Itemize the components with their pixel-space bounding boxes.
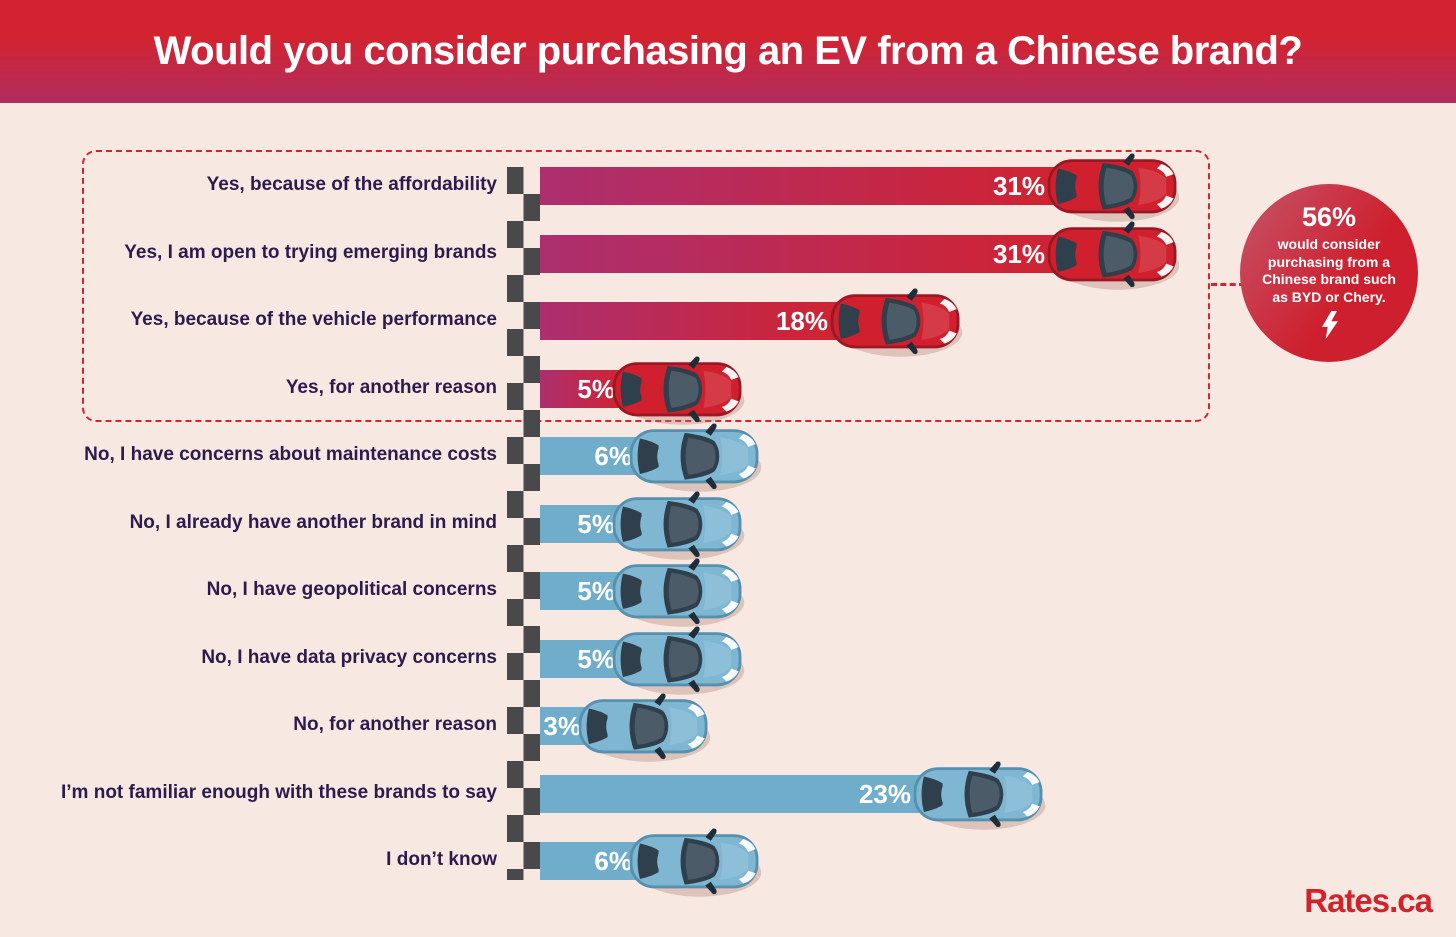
blue-car-icon [608,625,748,701]
value-label: 5% [577,373,615,404]
no-bar: 5% [540,640,624,678]
blue-car-icon [625,422,765,498]
value-label: 6% [594,845,632,876]
value-label: 5% [577,575,615,606]
category-label: I’m not familiar enough with these brand… [60,782,497,803]
category-label: Yes, because of the affordability [206,174,497,195]
value-label: 5% [577,643,615,674]
value-label: 18% [775,305,828,336]
blue-car-icon [574,692,714,768]
callout-circle: 56% would consider purchasing from a Chi… [1240,184,1418,362]
category-label: Yes, I am open to trying emerging brands [124,242,497,263]
no-bar: 6% [540,842,641,880]
value-label: 31% [992,170,1045,201]
no-bar: 3% [540,707,590,745]
yes-bar: 31% [540,167,1059,205]
value-label: 31% [992,238,1045,269]
callout-headline: 56% [1301,202,1357,232]
yes-bar: 31% [540,235,1059,273]
no-bar: 5% [540,505,624,543]
yes-bar: 5% [540,370,624,408]
no-bar: 5% [540,572,624,610]
blue-car-icon [909,760,1049,836]
category-label: No, for another reason [293,714,497,735]
category-label: I don’t know [386,849,497,870]
page-title: Would you consider purchasing an EV from… [153,29,1303,73]
value-label: 23% [858,778,911,809]
blue-car-icon [608,490,748,566]
checkered-flag-axis [507,167,540,880]
value-label: 5% [577,508,615,539]
no-bar: 23% [540,775,925,813]
blue-car-icon [625,827,765,903]
blue-car-icon [608,557,748,633]
lightning-bolt-icon [1321,311,1338,344]
no-bar: 6% [540,437,641,475]
yes-group-highlight-box [82,150,1210,422]
header-banner: Would you consider purchasing an EV from… [0,0,1456,103]
category-label: No, I have data privacy concerns [201,647,497,668]
category-label: Yes, for another reason [285,377,497,398]
category-label: Yes, because of the vehicle performance [130,309,497,330]
callout-body-text: would consider purchasing from a Chinese… [1262,236,1396,305]
rates-ca-logo: Rates.ca [1304,882,1433,919]
category-label: No, I have concerns about maintenance co… [84,444,497,465]
callout-connector-line [1211,283,1245,286]
yes-bar: 18% [540,302,842,340]
category-label: No, I already have another brand in mind [129,512,497,533]
category-label: No, I have geopolitical concerns [206,579,497,600]
value-label: 6% [594,440,632,471]
value-label: 3% [543,710,581,741]
